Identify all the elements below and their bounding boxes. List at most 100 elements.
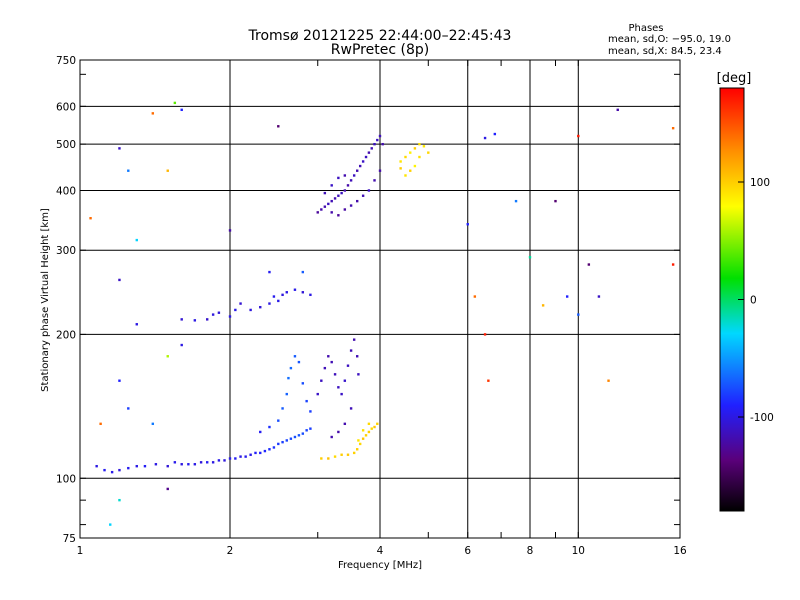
data-point — [376, 422, 379, 426]
data-point — [239, 455, 242, 458]
data-point — [180, 318, 183, 321]
data-point — [289, 366, 293, 370]
data-point — [127, 169, 130, 172]
data-point — [355, 169, 359, 172]
data-point — [378, 134, 382, 138]
data-point — [357, 439, 360, 442]
data-point — [301, 432, 305, 435]
colorbar-label: [deg] — [717, 71, 752, 86]
data-point — [297, 360, 301, 364]
data-point — [268, 448, 271, 451]
data-point — [671, 126, 675, 130]
colorbar-ticks: 100 0 -100 — [738, 177, 774, 424]
data-point — [110, 470, 114, 474]
data-point — [109, 523, 112, 526]
data-point — [399, 167, 402, 170]
data-point — [367, 430, 371, 434]
data-point — [349, 349, 353, 352]
data-point — [409, 151, 412, 154]
data-point — [355, 448, 359, 451]
data-point — [95, 464, 98, 468]
data-point — [616, 108, 619, 112]
y-axis-ticks: 75 100 200 300 400 500 600 750 — [56, 55, 680, 545]
data-point — [413, 147, 417, 150]
data-point — [364, 155, 368, 159]
data-point — [361, 437, 365, 440]
data-point — [187, 463, 190, 466]
data-point — [587, 263, 591, 266]
data-point — [333, 455, 337, 458]
data-point — [320, 457, 323, 460]
data-point — [349, 407, 353, 410]
data-point — [487, 379, 490, 382]
data-point — [357, 373, 360, 376]
data-point — [135, 464, 138, 468]
data-point — [193, 463, 197, 466]
data-point — [320, 208, 323, 211]
data-point — [244, 455, 247, 458]
data-point — [151, 422, 155, 426]
data-point — [577, 313, 580, 316]
data-point — [352, 174, 356, 177]
data-point — [199, 461, 203, 464]
data-point — [118, 379, 121, 382]
x-axis-ticks: 1 2 4 6 8 10 16 — [77, 60, 687, 557]
data-point — [330, 184, 333, 187]
data-point — [346, 364, 350, 367]
data-point — [378, 169, 382, 172]
data-point — [493, 132, 497, 136]
x-tick-label: 6 — [464, 545, 471, 557]
grid-lines — [80, 60, 680, 538]
data-point — [151, 112, 155, 115]
data-point — [166, 487, 169, 491]
data-point — [127, 407, 130, 410]
data-point — [352, 338, 356, 341]
chart-title: Tromsø 20121225 22:44:00–22:45:43 — [248, 28, 512, 44]
data-point — [404, 174, 407, 177]
data-point — [333, 373, 337, 376]
data-point — [483, 136, 487, 140]
chart-subtitle: RwPretec (8p) — [331, 42, 429, 58]
data-point — [259, 430, 262, 434]
legend-line-x: mean, sd,X: 84.5, 23.4 — [608, 46, 722, 57]
data-point — [327, 457, 330, 460]
data-point — [263, 449, 267, 453]
data-point — [333, 197, 337, 200]
data-point — [346, 184, 350, 187]
data-point — [327, 202, 330, 206]
data-point — [285, 439, 288, 442]
x-tick-label: 8 — [527, 545, 534, 557]
data-point — [228, 229, 232, 232]
data-point — [370, 147, 373, 150]
data-point — [259, 305, 262, 309]
data-point — [301, 291, 305, 294]
data-point — [166, 169, 169, 172]
data-point — [293, 435, 297, 439]
data-point — [277, 419, 280, 422]
data-point — [361, 429, 365, 432]
data-point — [343, 379, 347, 382]
data-point — [323, 191, 327, 195]
data-point — [268, 425, 271, 429]
data-point — [541, 304, 545, 307]
data-point — [330, 435, 333, 439]
data-point — [327, 355, 330, 358]
data-point — [293, 288, 297, 291]
legend-title: Phases — [628, 23, 663, 34]
data-point — [239, 302, 242, 305]
x-tick-label: 16 — [673, 545, 687, 557]
data-point — [193, 319, 197, 322]
data-point — [173, 461, 177, 464]
y-tick-label: 100 — [56, 473, 76, 485]
data-point — [349, 204, 353, 207]
colorbar-tick-label: -100 — [750, 412, 774, 424]
data-point — [228, 315, 232, 318]
data-point — [554, 199, 557, 203]
y-tick-label: 400 — [56, 185, 76, 197]
data-point — [340, 191, 343, 195]
data-point — [330, 211, 333, 214]
data-point — [330, 199, 333, 203]
data-point — [223, 459, 226, 462]
y-tick-label: 600 — [56, 101, 76, 113]
data-point — [180, 108, 183, 112]
